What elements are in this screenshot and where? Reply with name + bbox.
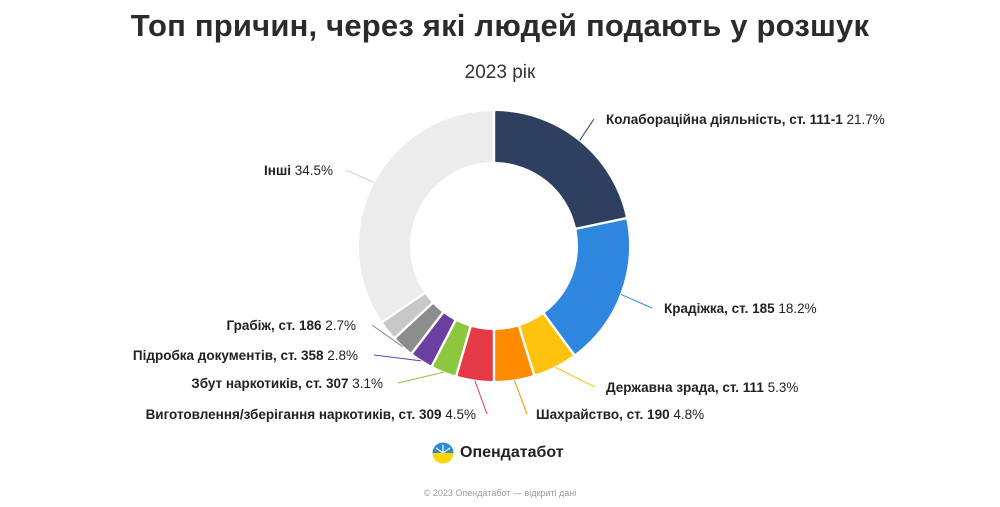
- slice-label-8: Грабіж, ст. 186 2.7%: [226, 318, 356, 333]
- donut-slice-3[interactable]: [520, 314, 573, 375]
- brand-logo: Опендатабот: [432, 442, 564, 464]
- donut-slice-10[interactable]: [359, 111, 493, 321]
- donut-slice-9[interactable]: [383, 294, 432, 337]
- slice-label-3: Державна зрада, ст. 111 5.3%: [606, 380, 798, 395]
- donut-slice-1[interactable]: [495, 111, 626, 228]
- donut-slice-5[interactable]: [457, 327, 493, 381]
- connector-line-4: [513, 380, 528, 415]
- chart-title: Топ причин, через які людей подають у ро…: [130, 8, 870, 43]
- donut-slice-2[interactable]: [545, 219, 629, 354]
- slice-label-10: Інші 34.5%: [264, 163, 333, 178]
- slice-label-2: Крадіжка, ст. 185 18.2%: [664, 301, 817, 316]
- opendatabot-logo-icon: [432, 442, 454, 464]
- slice-label-1: Колабораційна діяльність, ст. 111-1 21.7…: [606, 112, 885, 127]
- donut-slice-4[interactable]: [495, 326, 533, 381]
- slice-label-7: Підробка документів, ст. 358 2.8%: [133, 348, 358, 363]
- donut-slice-8[interactable]: [396, 304, 442, 353]
- connector-line-10: [345, 169, 375, 183]
- footer-note: © 2023 Опендатабот — відкриті дані: [423, 488, 577, 498]
- connector-line-1: [579, 118, 595, 141]
- connector-line-2: [620, 294, 653, 309]
- connector-line-8: [371, 324, 403, 347]
- slice-label-4: Шахрайство, ст. 190 4.8%: [536, 407, 704, 422]
- donut-slice-6[interactable]: [433, 321, 470, 376]
- brand-name: Опендатабот: [460, 444, 564, 461]
- chart-subtitle: 2023 рік: [464, 62, 536, 83]
- slice-label-6: Збут наркотиків, ст. 307 3.1%: [191, 376, 383, 391]
- connector-line-5: [474, 380, 488, 415]
- connector-line-3: [555, 366, 596, 388]
- slice-label-5: Виготовлення/зберігання наркотиків, ст. …: [146, 407, 476, 422]
- connector-line-6: [397, 371, 444, 384]
- connector-line-7: [373, 354, 422, 362]
- donut-slice-7[interactable]: [413, 313, 454, 365]
